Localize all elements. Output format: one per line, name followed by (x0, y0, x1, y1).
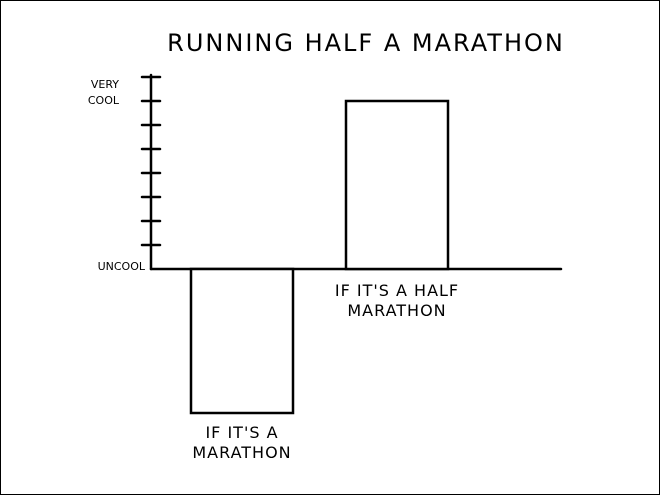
y-tick-label: VERY COOL (87, 78, 119, 107)
x-tick-label: IF IT'S A MARATHON (192, 423, 292, 462)
y-tick-label: UNCOOL (97, 260, 145, 273)
chart-title: RUNNING HALF A MARATHON (167, 29, 565, 57)
bar (344, 99, 450, 271)
bar (189, 267, 295, 415)
x-tick-label: IF IT'S A HALF MARATHON (334, 281, 460, 320)
